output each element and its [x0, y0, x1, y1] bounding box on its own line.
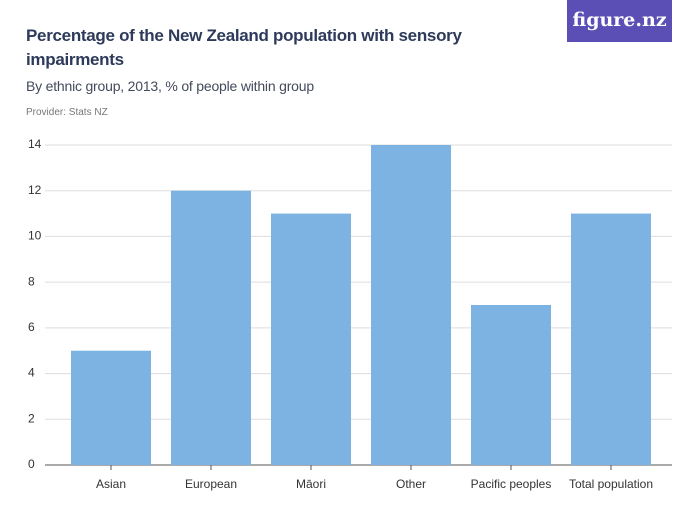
- y-tick-label: 4: [28, 366, 35, 380]
- x-tick-label: European: [185, 477, 237, 491]
- y-tick-label: 6: [28, 320, 35, 334]
- bar: [371, 145, 451, 465]
- x-tick-label: Asian: [96, 477, 126, 491]
- y-tick-label: 12: [28, 183, 42, 197]
- y-tick-label: 0: [28, 457, 35, 471]
- logo[interactable]: figure.nz: [567, 0, 672, 42]
- x-tick-label: Total population: [569, 477, 653, 491]
- y-tick-label: 8: [28, 274, 35, 288]
- bar: [571, 213, 651, 465]
- bar: [71, 350, 151, 465]
- y-tick-label: 14: [28, 137, 42, 151]
- provider: Provider: Stats NZ: [26, 107, 108, 118]
- chart-subtitle: By ethnic group, 2013, % of people withi…: [26, 78, 314, 94]
- y-tick-label: 2: [28, 411, 35, 425]
- x-tick-label: Other: [396, 477, 426, 491]
- bar: [271, 213, 351, 465]
- bar: [471, 305, 551, 465]
- chart-title: Percentage of the New Zealand population…: [26, 26, 462, 69]
- bar: [171, 190, 251, 465]
- x-tick-label: Māori: [296, 477, 326, 491]
- y-tick-label: 10: [28, 229, 42, 243]
- x-tick-label: Pacific peoples: [471, 477, 552, 491]
